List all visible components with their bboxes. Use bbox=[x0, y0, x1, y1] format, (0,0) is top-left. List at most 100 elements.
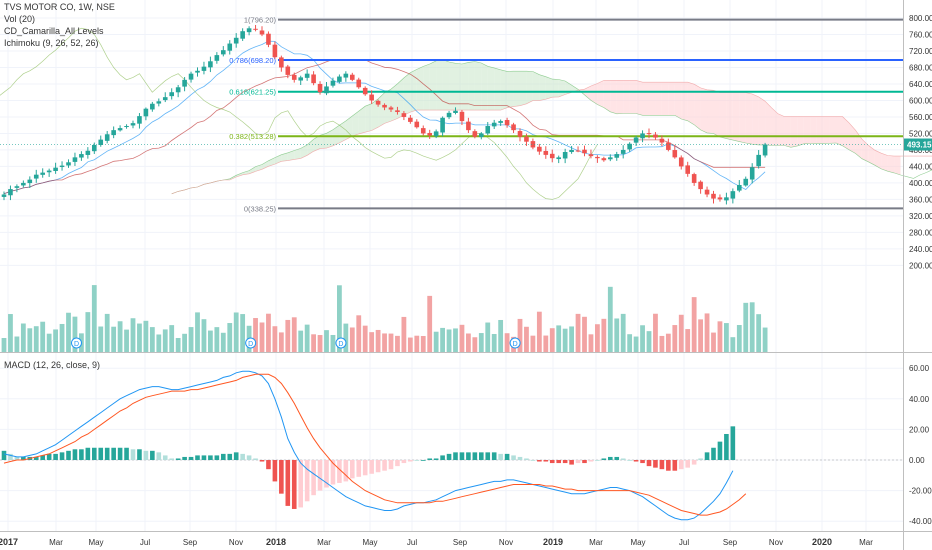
macd-hist-bar bbox=[343, 460, 349, 482]
cloud-segment bbox=[623, 80, 630, 114]
volume-bar bbox=[272, 326, 278, 352]
volume-bar bbox=[678, 314, 684, 352]
candle-body bbox=[549, 153, 555, 159]
volume-bar bbox=[66, 312, 71, 352]
cloud-segment bbox=[887, 155, 895, 173]
cloud-segment bbox=[803, 116, 811, 144]
cloud-segment bbox=[842, 116, 849, 150]
camarilla-legend[interactable]: CD_Camarilla_All Levels bbox=[4, 26, 104, 36]
volume-bar bbox=[736, 325, 742, 352]
volume-bar bbox=[491, 333, 497, 352]
volume-bar bbox=[188, 327, 194, 352]
candle-body bbox=[21, 182, 26, 186]
macd-hist-bar bbox=[472, 452, 478, 460]
volume-bars bbox=[1, 285, 768, 352]
macd-hist-bar bbox=[130, 449, 136, 460]
candle-body bbox=[53, 167, 58, 171]
volume-bar bbox=[349, 327, 355, 352]
price-tick-label: 720.00 bbox=[909, 47, 932, 56]
macd-hist-bar bbox=[21, 456, 26, 460]
volume-legend[interactable]: Vol (20) bbox=[4, 14, 36, 24]
cloud-segment bbox=[494, 67, 501, 111]
macd-hist-bar bbox=[1, 450, 7, 460]
volume-bar bbox=[85, 312, 91, 352]
candle-body bbox=[27, 179, 33, 184]
macd-hist-bar bbox=[633, 460, 639, 462]
volume-bar bbox=[278, 332, 284, 352]
volume-bar bbox=[214, 327, 220, 352]
fibonacci-levels: 1(796.20) 0.786(698.20) 0.618(621.25) 0.382… bbox=[229, 16, 903, 213]
candle-body bbox=[459, 111, 465, 122]
cloud-segment bbox=[758, 96, 766, 145]
macd-histogram bbox=[0, 426, 903, 509]
candle-body bbox=[614, 154, 620, 158]
cloud-segment bbox=[629, 80, 637, 114]
candle-body bbox=[491, 122, 497, 127]
candle-body bbox=[620, 149, 626, 154]
macd-hist-bar bbox=[620, 458, 626, 460]
dividend-marker bbox=[245, 337, 257, 349]
macd-hist-bar bbox=[208, 455, 213, 460]
macd-hist-bar bbox=[653, 460, 658, 468]
candle-body bbox=[375, 100, 381, 105]
cloud-segment bbox=[526, 71, 533, 104]
macd-hist-bar bbox=[40, 455, 45, 460]
macd-hist-bar bbox=[433, 458, 439, 460]
volume-bar bbox=[582, 316, 587, 352]
candle-body bbox=[8, 189, 13, 196]
cloud-segment bbox=[816, 116, 824, 144]
candle-body bbox=[124, 126, 129, 128]
candle-body bbox=[646, 133, 652, 135]
macd-tick-label: -20.00 bbox=[909, 487, 932, 496]
cloud-segment bbox=[674, 82, 682, 120]
price-tick-label: 440.00 bbox=[909, 162, 932, 171]
cloud-segment bbox=[268, 157, 275, 167]
volume-bar bbox=[33, 326, 39, 352]
macd-hist-bar bbox=[440, 455, 445, 460]
candle-body bbox=[485, 126, 491, 134]
candle-body bbox=[1, 194, 7, 197]
candle-body bbox=[362, 87, 368, 95]
cloud-segment bbox=[423, 64, 430, 111]
candle-body bbox=[221, 50, 226, 55]
macd-hist-bar bbox=[150, 450, 155, 460]
macd-hist-bar bbox=[79, 449, 84, 460]
candle-body bbox=[666, 142, 671, 150]
macd-hist-bar bbox=[666, 460, 671, 471]
ichimoku-legend[interactable]: Ichimoku (9, 26, 52, 26) bbox=[4, 38, 99, 48]
volume-bar bbox=[665, 333, 671, 352]
macd-hist-bar bbox=[401, 460, 407, 464]
cloud-segment bbox=[294, 148, 301, 160]
cloud-segment bbox=[474, 61, 482, 111]
volume-bar bbox=[536, 311, 542, 352]
time-tick-label: Sep bbox=[723, 538, 738, 547]
price-tick-label: 360.00 bbox=[909, 195, 932, 204]
cloud-segment bbox=[784, 116, 791, 148]
macd-hist-bar bbox=[382, 460, 387, 471]
price-tick-label: 760.00 bbox=[909, 30, 932, 39]
macd-tick-label: 0.00 bbox=[909, 456, 925, 465]
candle-body bbox=[420, 128, 426, 134]
candle-body bbox=[337, 76, 342, 82]
volume-bar bbox=[124, 329, 129, 352]
volume-bar bbox=[601, 318, 607, 352]
cloud-segment bbox=[861, 139, 869, 162]
time-tick-label: Sep bbox=[183, 538, 198, 547]
macd-hist-bar bbox=[711, 447, 716, 460]
volume-bar bbox=[756, 314, 762, 352]
macd-hist-bar bbox=[691, 460, 697, 465]
macd-hist-bar bbox=[388, 460, 394, 470]
volume-bar bbox=[91, 285, 97, 352]
macd-hist-bar bbox=[369, 460, 374, 474]
cloud-segment bbox=[603, 80, 611, 112]
candle-body bbox=[730, 191, 736, 199]
volume-bar bbox=[227, 323, 233, 352]
cloud-segment bbox=[681, 82, 688, 121]
macd-legend[interactable]: MACD (12, 26, close, 9) bbox=[4, 360, 101, 370]
volume-bar bbox=[59, 323, 65, 352]
volume-bar bbox=[137, 323, 142, 352]
volume-bar bbox=[640, 325, 645, 352]
macd-hist-bar bbox=[330, 460, 336, 485]
candle-body bbox=[382, 104, 387, 108]
